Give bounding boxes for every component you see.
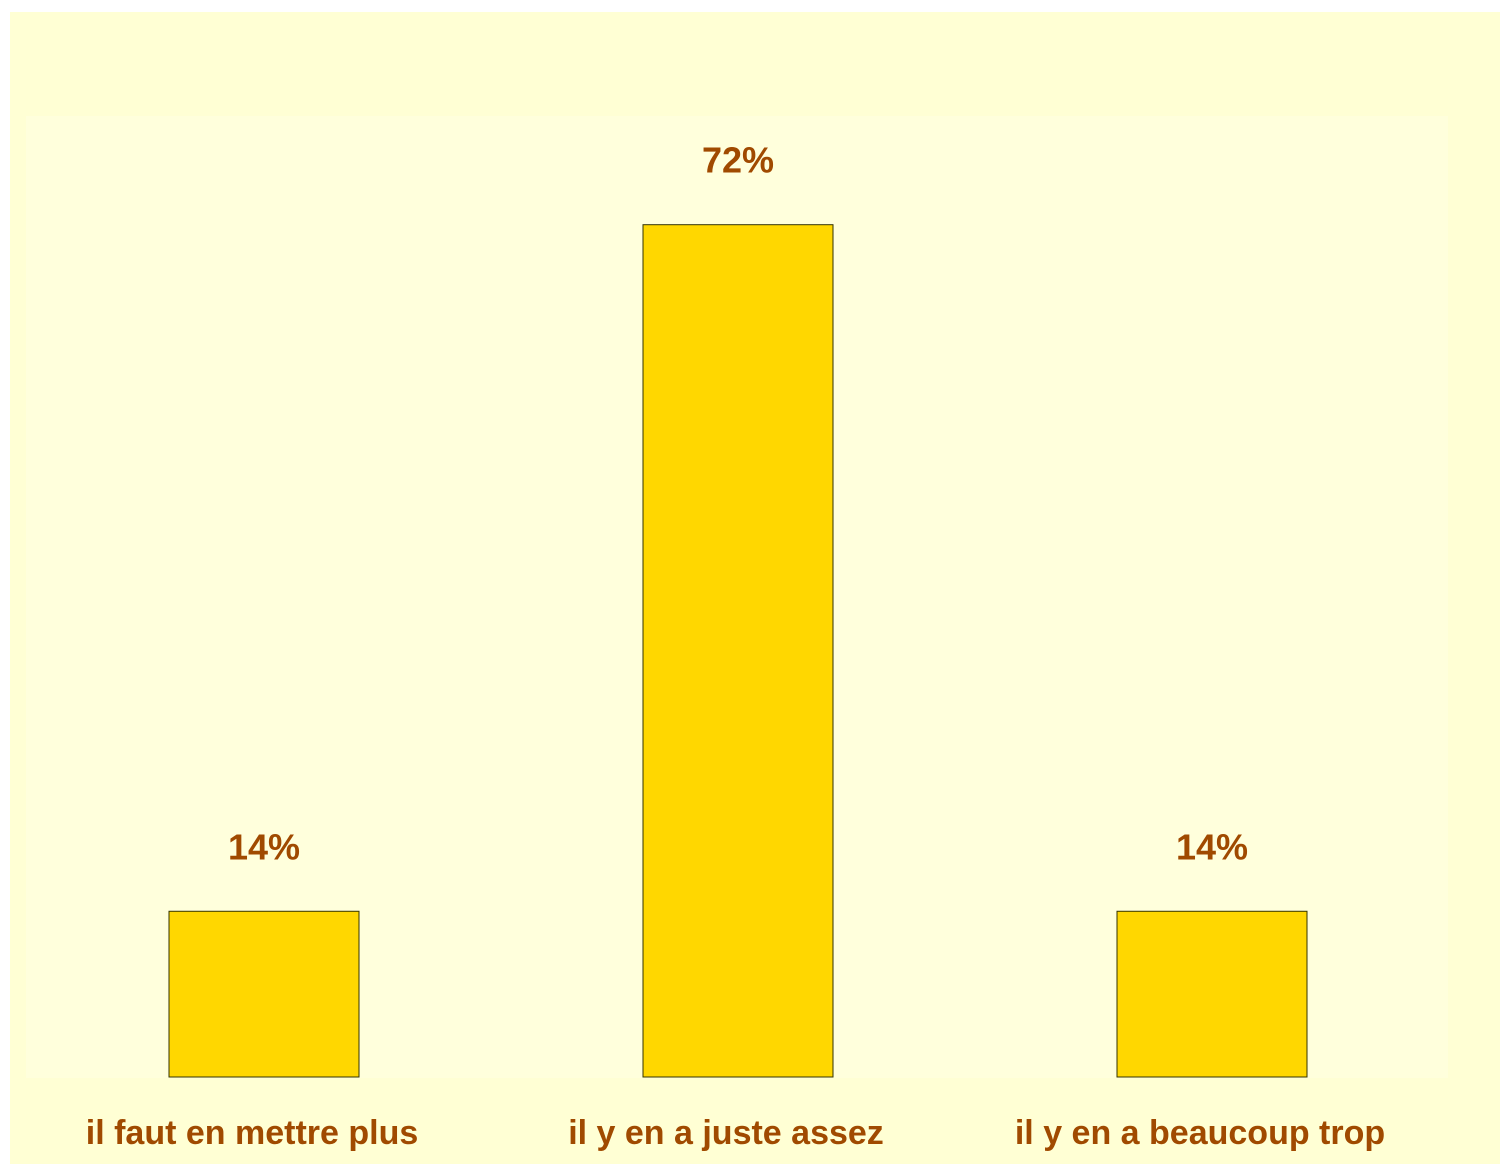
value-label-2: 72%	[702, 140, 774, 181]
bar-chart: 14% 72% 14% il faut en mettre plus il y en …	[26, 116, 1448, 1152]
bar-3	[1116, 910, 1308, 1078]
category-labels-group: il faut en mettre plus il y en a juste as…	[86, 1114, 1385, 1152]
value-label-1: 14%	[228, 826, 300, 867]
category-label-3: il y en a beaucoup trop	[1015, 1114, 1385, 1152]
value-labels-group: 14% 72% 14%	[228, 140, 1248, 868]
bar-1	[168, 910, 360, 1078]
category-label-1: il faut en mettre plus	[86, 1114, 419, 1152]
value-label-3: 14%	[1176, 826, 1248, 867]
chart-frame: 14% 72% 14% il faut en mettre plus il y en …	[10, 12, 1500, 1164]
bar-2	[642, 224, 834, 1078]
bars-group	[168, 224, 1308, 1078]
category-label-2: il y en a juste assez	[568, 1114, 884, 1152]
